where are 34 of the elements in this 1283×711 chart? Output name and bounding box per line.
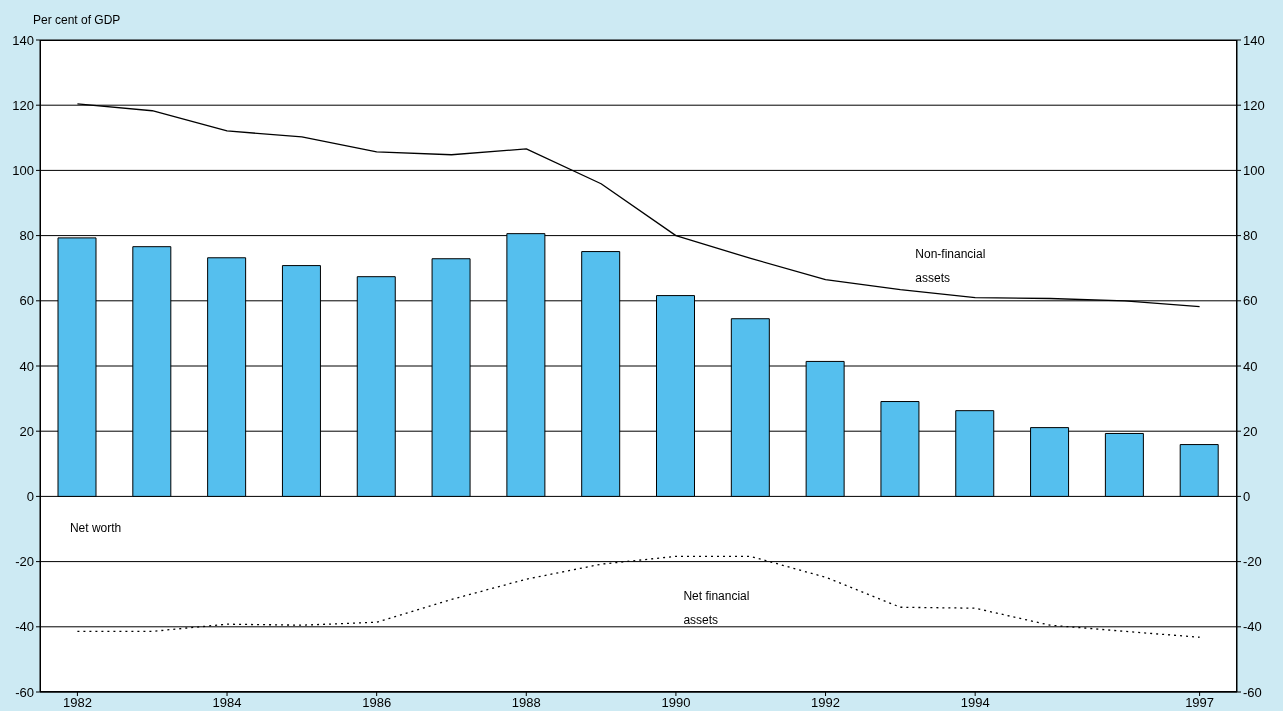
y2-tick-label: 100 xyxy=(1243,163,1265,179)
x-tick-label: 1997 xyxy=(1185,695,1215,711)
y2-tick-label: 120 xyxy=(1243,97,1265,113)
x-tick-label: 1994 xyxy=(960,695,990,711)
y-tick-label: 100 xyxy=(12,163,34,179)
y2-tick-label: 140 xyxy=(1243,32,1265,48)
text: Net worth xyxy=(69,519,122,537)
series-label: Non-financial assets xyxy=(915,246,986,288)
y-tick-label: 140 xyxy=(12,32,34,48)
y2-tick-label: -40 xyxy=(1243,619,1262,635)
y-tick-label: 40 xyxy=(19,358,34,374)
y-tick-label: 60 xyxy=(19,293,34,309)
y2-tick-label: 40 xyxy=(1243,358,1258,374)
x-tick-label: 1982 xyxy=(62,695,92,711)
y2-tick-label: 60 xyxy=(1243,293,1258,309)
y2-tick-label: 0 xyxy=(1243,489,1251,505)
y-tick-label: 120 xyxy=(12,97,34,113)
x-tick-label: 1986 xyxy=(362,695,392,711)
y2-tick-label: 20 xyxy=(1243,423,1258,439)
y-tick-label: 0 xyxy=(26,489,34,505)
y-tick-label: -20 xyxy=(15,554,34,570)
y2-tick-label: -20 xyxy=(1243,554,1262,570)
text: Net financial assets xyxy=(683,588,750,630)
y-tick-label: 20 xyxy=(19,423,34,439)
x-tick-label: 1990 xyxy=(661,695,691,711)
y-tick-label: -60 xyxy=(15,684,34,700)
x-tick-label: 1992 xyxy=(811,695,840,711)
y2-tick-label: -60 xyxy=(1243,684,1262,700)
x-tick-label: 1984 xyxy=(212,695,242,711)
y2-tick-label: 80 xyxy=(1243,228,1258,244)
y-tick-label: 80 xyxy=(19,228,34,244)
y-tick-label: -40 xyxy=(15,619,34,635)
x-tick-label: 1988 xyxy=(511,695,541,711)
y-axis-title: Per cent of GDP xyxy=(33,13,121,27)
